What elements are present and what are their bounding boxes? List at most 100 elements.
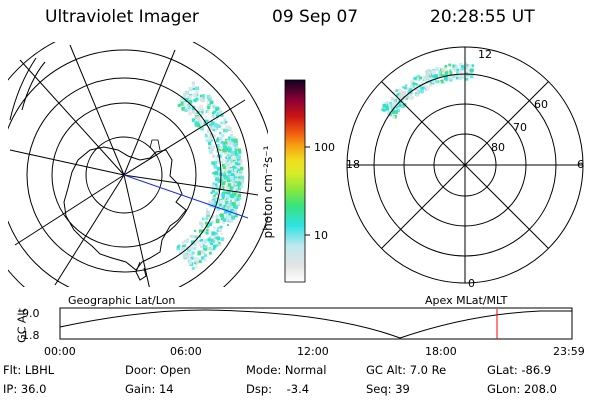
aurora-pixel	[238, 182, 242, 186]
aurora-pixel	[238, 161, 243, 166]
aurora-pixel	[448, 71, 453, 75]
aurora-pixel	[234, 178, 238, 181]
aurora-pixel	[216, 207, 220, 211]
geo-map-label: Geographic Lat/Lon	[68, 294, 176, 307]
aurora-pixel	[203, 258, 207, 262]
aurora-pixel	[208, 200, 211, 203]
aurora-pixel	[399, 89, 403, 93]
aurora-pixel	[230, 186, 234, 190]
aurora-pixel	[212, 244, 217, 249]
time-tick: 12:00	[297, 345, 329, 358]
aurora-pixel	[204, 122, 208, 126]
aurora-pixel	[395, 105, 399, 108]
aurora-pixel	[237, 193, 242, 198]
aurora-pixel	[219, 151, 223, 154]
aurora-pixel	[183, 239, 187, 243]
aurora-pixel	[225, 138, 228, 142]
aurora-pixel	[233, 138, 238, 143]
altitude-ymax: 9.0	[22, 307, 40, 320]
aurora-pixel	[201, 111, 204, 114]
aurora-pixel	[458, 73, 462, 77]
aurora-pixel	[220, 113, 224, 117]
aurora-pixel	[187, 109, 190, 112]
aurora-pixel	[403, 97, 406, 100]
altitude-ymin: 1.8	[22, 329, 40, 342]
aurora-pixel	[207, 130, 210, 134]
aurora-pixel	[391, 110, 396, 114]
aurora-pixel	[465, 62, 468, 65]
aurora-pixel	[227, 154, 230, 157]
aurora-pixel	[226, 139, 229, 142]
aurora-pixel	[188, 109, 191, 112]
aurora-pixel	[225, 200, 230, 205]
aurora-pixel	[388, 107, 391, 111]
header-time: 20:28:55 UT	[430, 7, 535, 27]
aurora-pixel	[214, 129, 217, 132]
aurora-pixel	[212, 127, 215, 130]
aurora-pixel	[227, 201, 230, 204]
aurora-pixel	[210, 238, 214, 242]
aurora-pixel	[234, 149, 238, 152]
lat-circle	[8, 49, 250, 287]
aurora-pixel	[234, 204, 239, 209]
aurora-pixel	[224, 120, 228, 124]
meridian-line	[123, 99, 246, 176]
aurora-pixel	[190, 256, 194, 260]
aurora-pixel	[224, 143, 228, 148]
aurora-pixel	[227, 183, 232, 187]
aurora-pixel	[197, 123, 201, 128]
aurora-pixel	[221, 149, 225, 153]
aurora-pixel	[207, 141, 212, 145]
aurora-pixel	[229, 176, 234, 180]
aurora-pixel	[465, 74, 470, 79]
aurora-pixel	[230, 167, 234, 171]
aurora-pixel	[220, 232, 223, 235]
aurora-pixel	[466, 68, 470, 72]
aurora-pixel	[385, 101, 388, 104]
aurora-pixel	[227, 150, 232, 155]
aurora-pixel	[201, 250, 205, 254]
aurora-pixel	[231, 162, 235, 166]
aurora-pixel	[463, 64, 466, 67]
aurora-pixel	[225, 141, 230, 146]
aurora-pixel	[211, 215, 215, 219]
aurora-pixel	[207, 216, 211, 220]
aurora-pixel	[236, 173, 240, 176]
aurora-pixel	[215, 171, 219, 175]
aurora-pixel	[218, 146, 222, 150]
aurora-pixel	[223, 198, 228, 202]
aurora-pixel	[422, 75, 427, 80]
aurora-pixel	[184, 254, 188, 259]
aurora-pixel	[237, 160, 241, 164]
aurora-pixel	[210, 247, 214, 252]
mlat-label-80: 80	[491, 141, 505, 154]
aurora-pixel	[198, 119, 203, 124]
aurora-pixel	[224, 162, 229, 167]
aurora-pixel	[215, 109, 218, 112]
aurora-pixel	[221, 185, 225, 190]
mlt-label-0: 0	[468, 277, 475, 290]
aurora-pixel	[188, 101, 191, 104]
aurora-pixel	[233, 192, 237, 196]
aurora-pixel	[221, 128, 224, 131]
aurora-pixel	[234, 186, 238, 190]
aurora-pixel	[233, 176, 238, 180]
aurora-pixel	[195, 239, 199, 243]
aurora-pixel	[217, 178, 222, 183]
aurora-pixel	[219, 225, 223, 229]
aurora-pixel	[216, 166, 221, 171]
aurora-pixel	[213, 164, 218, 169]
aurora-pixel	[207, 229, 210, 232]
aurora-pixel	[215, 177, 219, 182]
aurora-pixel	[213, 194, 216, 198]
coastline	[63, 146, 187, 271]
aurora-pixel	[220, 121, 223, 124]
aurora-pixel	[199, 94, 203, 98]
status-filter: Flt: LBHL	[3, 363, 55, 377]
aurora-pixel	[410, 84, 414, 89]
aurora-pixel	[186, 256, 190, 259]
aurora-pixel	[228, 196, 231, 199]
aurora-pixel	[220, 176, 224, 180]
aurora-pixel	[217, 107, 221, 111]
aurora-pixel	[237, 166, 240, 169]
